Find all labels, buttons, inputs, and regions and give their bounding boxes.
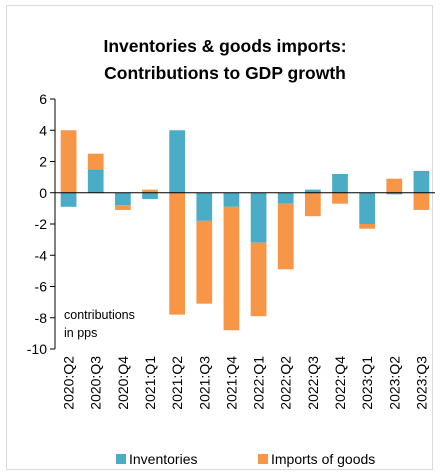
y-tick-label: -10 (27, 341, 47, 357)
x-tick-label: 2022:Q2 (278, 356, 294, 410)
x-tick-label: 2021:Q2 (169, 356, 185, 410)
bar-imports-of-goods (413, 192, 430, 210)
x-tick-label: 2020:Q4 (115, 356, 131, 410)
x-tick-label: 2020:Q3 (88, 356, 104, 410)
annotation-line-1: contributions (64, 308, 135, 322)
x-tick-label: 2022:Q3 (305, 356, 321, 410)
x-tick-label: 2023:Q1 (359, 356, 375, 410)
bar-imports-of-goods (87, 153, 104, 170)
x-tick-label: 2020:Q2 (61, 356, 77, 410)
bar-inventories (60, 192, 77, 207)
bar-inventories (413, 170, 430, 193)
x-tick-label: 2021:Q4 (223, 356, 239, 410)
x-tick-label: 2021:Q3 (196, 356, 212, 410)
y-tick-label: 6 (39, 91, 47, 107)
bar-imports-of-goods (359, 224, 376, 229)
bar-inventories (87, 169, 104, 193)
bar-imports-of-goods (142, 189, 158, 193)
y-tick-label: -4 (35, 247, 48, 263)
bar-imports-of-goods (196, 220, 213, 304)
bar-imports-of-goods (223, 206, 240, 331)
bar-imports-of-goods (304, 192, 321, 217)
bar-inventories (332, 174, 348, 193)
x-tick-label: 2022:Q4 (332, 356, 348, 410)
bar-imports-of-goods (60, 130, 77, 193)
bar-inventories (386, 192, 403, 195)
y-tick-label: -6 (35, 279, 48, 295)
bar-imports-of-goods (277, 203, 294, 270)
legend-label: Imports of goods (271, 451, 375, 467)
annotation-line-2: in pps (64, 326, 97, 340)
bar-inventories (169, 130, 186, 193)
bar-inventories (250, 192, 267, 243)
bar-imports-of-goods (114, 205, 131, 210)
bar-imports-of-goods (250, 242, 267, 317)
bar-inventories (114, 192, 131, 206)
bar-imports-of-goods (169, 192, 186, 315)
x-tick-label: 2023:Q3 (413, 356, 429, 410)
bar-inventories (223, 192, 240, 207)
legend-swatch (258, 454, 268, 464)
y-tick-label: -2 (35, 216, 48, 232)
y-tick-label: -8 (35, 310, 48, 326)
x-tick-label: 2023:Q2 (386, 356, 402, 410)
bar-imports-of-goods (386, 178, 403, 193)
bar-inventories (277, 192, 294, 204)
bar-inventories (359, 192, 376, 224)
chart-title-line-1: Inventories & goods imports: (103, 36, 346, 56)
y-tick-label: 0 (39, 185, 47, 201)
y-tick-label: 2 (39, 154, 47, 170)
legend-label: Inventories (129, 451, 197, 467)
bar-imports-of-goods (332, 192, 348, 204)
bar-inventories (142, 192, 158, 199)
bar-inventories (304, 189, 321, 193)
bar-inventories (196, 192, 213, 221)
x-tick-label: 2021:Q1 (142, 356, 158, 410)
y-tick-label: 4 (39, 122, 47, 138)
chart-frame (6, 5, 433, 470)
legend-swatch (116, 454, 126, 464)
x-tick-label: 2022:Q1 (251, 356, 267, 410)
chart-title-line-2: Contributions to GDP growth (104, 63, 346, 83)
